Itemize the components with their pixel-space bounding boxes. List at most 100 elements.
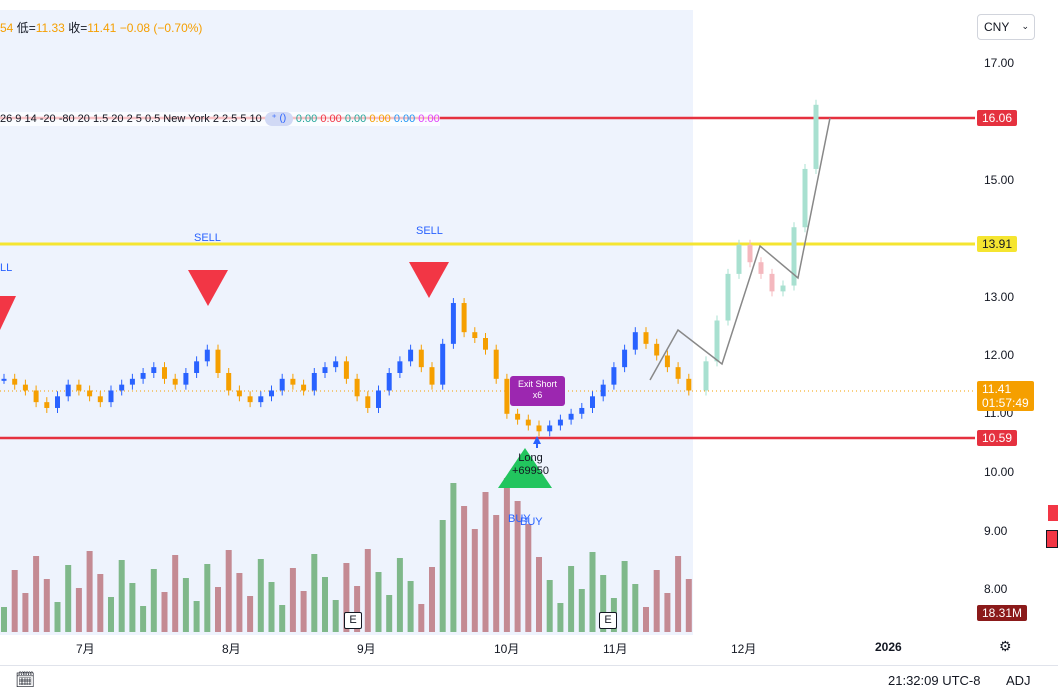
price-axis-label: 17.00: [984, 56, 1015, 70]
candle: [600, 384, 606, 397]
time-axis-label: 12月: [731, 642, 757, 656]
candle: [397, 361, 403, 373]
candle: [643, 332, 649, 344]
projected-candle: [736, 244, 742, 274]
volume-bar: [439, 520, 446, 632]
adj-toggle[interactable]: ADJ: [1006, 673, 1031, 688]
volume-bar: [268, 582, 275, 632]
candle: [365, 396, 371, 408]
volume-bar: [578, 589, 585, 632]
candle: [504, 378, 510, 414]
volume-bar: [621, 561, 628, 632]
sell-label: LL: [0, 262, 13, 274]
sell-label: SELL: [194, 232, 221, 244]
candle: [65, 384, 71, 397]
candle: [108, 390, 114, 403]
volume-bar: [140, 606, 147, 632]
candle: [44, 402, 50, 408]
candle: [76, 384, 82, 391]
indicator-legend[interactable]: 26 9 14 -20 -80 20 1.5 20 2 5 0.5 New Yo…: [0, 112, 440, 126]
earnings-badge[interactable]: E: [344, 612, 362, 629]
volume-bar: [172, 555, 179, 632]
gear-icon[interactable]: ⚙: [999, 638, 1012, 654]
candle: [269, 390, 274, 397]
projected-candle: [780, 285, 786, 292]
candle: [632, 332, 638, 350]
volume-bar: [54, 602, 61, 632]
buy-label: BUY: [508, 513, 531, 525]
volume-bar: [546, 580, 553, 632]
long-arrow: [533, 436, 541, 444]
candle: [333, 361, 339, 368]
volume-bar: [503, 478, 510, 632]
candle: [354, 378, 360, 397]
volume-bar: [161, 592, 168, 632]
volume-bar: [300, 591, 307, 632]
projected-candle: [714, 320, 720, 362]
volume-bar: [343, 563, 350, 632]
candle: [579, 407, 585, 414]
earnings-badge[interactable]: E: [599, 612, 617, 629]
volume-bar: [632, 584, 639, 632]
candle: [675, 367, 681, 379]
alert-flag-icon[interactable]: [1048, 505, 1058, 521]
calendar-range-icon[interactable]: 🗓: [15, 672, 36, 689]
candle: [450, 303, 456, 344]
candle: [119, 384, 125, 391]
candle: [664, 355, 670, 368]
volume-bar: [182, 578, 189, 632]
alert-flag-icon[interactable]: [1046, 530, 1058, 548]
projected-candle: [725, 273, 731, 321]
last-price-badge: 11.41 01:57:49: [977, 381, 1034, 411]
sell-label: SELL: [416, 225, 443, 237]
projected-candle: [758, 262, 764, 274]
volume-bar: [33, 556, 40, 632]
price-axis-label: 12.00: [984, 348, 1015, 362]
projected-candle: [813, 104, 819, 169]
lower-level-badge: 10.59: [977, 430, 1018, 446]
volume-bar: [332, 600, 339, 632]
candle: [472, 332, 478, 339]
price-chart[interactable]: [0, 0, 1058, 665]
projected-candle: [802, 168, 808, 228]
volume-bar: [407, 581, 414, 632]
volume-bar: [257, 559, 264, 632]
bottom-toolbar: [0, 665, 1058, 696]
candle: [290, 378, 296, 385]
buy-triangle: [498, 448, 552, 488]
volume-bar: [557, 603, 564, 632]
projected-candle: [769, 273, 775, 292]
time-axis-label: 7月: [76, 642, 95, 656]
candle: [686, 378, 692, 391]
volume-bar: [311, 554, 318, 632]
projected-candle: [703, 361, 709, 391]
candle: [1, 378, 7, 381]
volume-bar: [386, 595, 393, 632]
candle: [557, 419, 563, 426]
time-axis-label: 2026: [875, 640, 902, 654]
upper-level-badge: 16.06: [977, 110, 1018, 126]
time-axis-label: 9月: [357, 642, 376, 656]
candle: [547, 425, 553, 432]
price-axis-label: 13.00: [984, 290, 1015, 304]
sell-triangle-1: [188, 270, 228, 306]
candle: [226, 372, 232, 391]
volume-bar: [118, 560, 125, 632]
currency-select[interactable]: CNY ⌄: [977, 14, 1035, 40]
candle: [525, 419, 531, 426]
candle: [194, 361, 200, 373]
volume-bar: [653, 570, 660, 632]
volume-bar: [22, 593, 29, 632]
candle: [183, 372, 189, 385]
volume-bar: [225, 550, 232, 632]
volume-bar: [364, 549, 371, 632]
candle: [247, 396, 253, 403]
candle: [376, 390, 381, 408]
volume-bar: [43, 579, 50, 632]
sell-triangle-0: [0, 296, 16, 330]
candle: [590, 396, 595, 408]
candle: [12, 378, 18, 385]
volume-bar: [514, 501, 521, 632]
candle: [215, 349, 221, 373]
candle: [140, 372, 146, 379]
